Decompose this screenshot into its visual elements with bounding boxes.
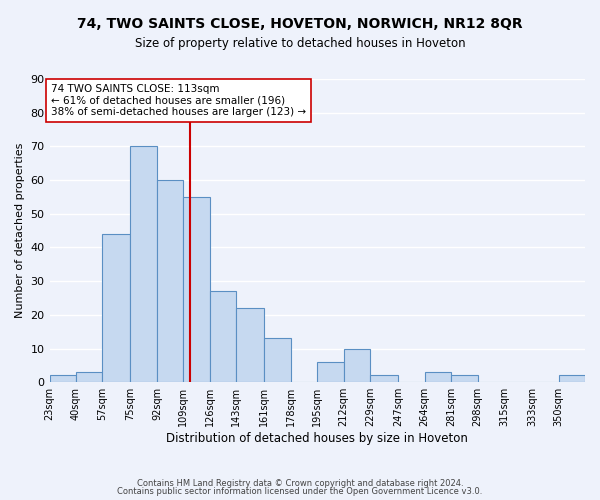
X-axis label: Distribution of detached houses by size in Hoveton: Distribution of detached houses by size …: [166, 432, 468, 445]
Text: Contains HM Land Registry data © Crown copyright and database right 2024.: Contains HM Land Registry data © Crown c…: [137, 478, 463, 488]
Bar: [451, 376, 478, 382]
Bar: [425, 372, 451, 382]
Bar: [50, 376, 76, 382]
Text: Size of property relative to detached houses in Hoveton: Size of property relative to detached ho…: [134, 38, 466, 51]
Bar: [184, 197, 210, 382]
Text: Contains public sector information licensed under the Open Government Licence v3: Contains public sector information licen…: [118, 487, 482, 496]
Bar: [210, 291, 236, 382]
Bar: [157, 180, 184, 382]
Bar: [559, 376, 585, 382]
Bar: [236, 308, 265, 382]
Text: 74 TWO SAINTS CLOSE: 113sqm
← 61% of detached houses are smaller (196)
38% of se: 74 TWO SAINTS CLOSE: 113sqm ← 61% of det…: [51, 84, 306, 117]
Bar: [130, 146, 157, 382]
Bar: [344, 348, 370, 382]
Bar: [370, 376, 398, 382]
Bar: [317, 362, 344, 382]
Y-axis label: Number of detached properties: Number of detached properties: [15, 143, 25, 318]
Bar: [265, 338, 291, 382]
Bar: [103, 234, 130, 382]
Bar: [76, 372, 103, 382]
Text: 74, TWO SAINTS CLOSE, HOVETON, NORWICH, NR12 8QR: 74, TWO SAINTS CLOSE, HOVETON, NORWICH, …: [77, 18, 523, 32]
